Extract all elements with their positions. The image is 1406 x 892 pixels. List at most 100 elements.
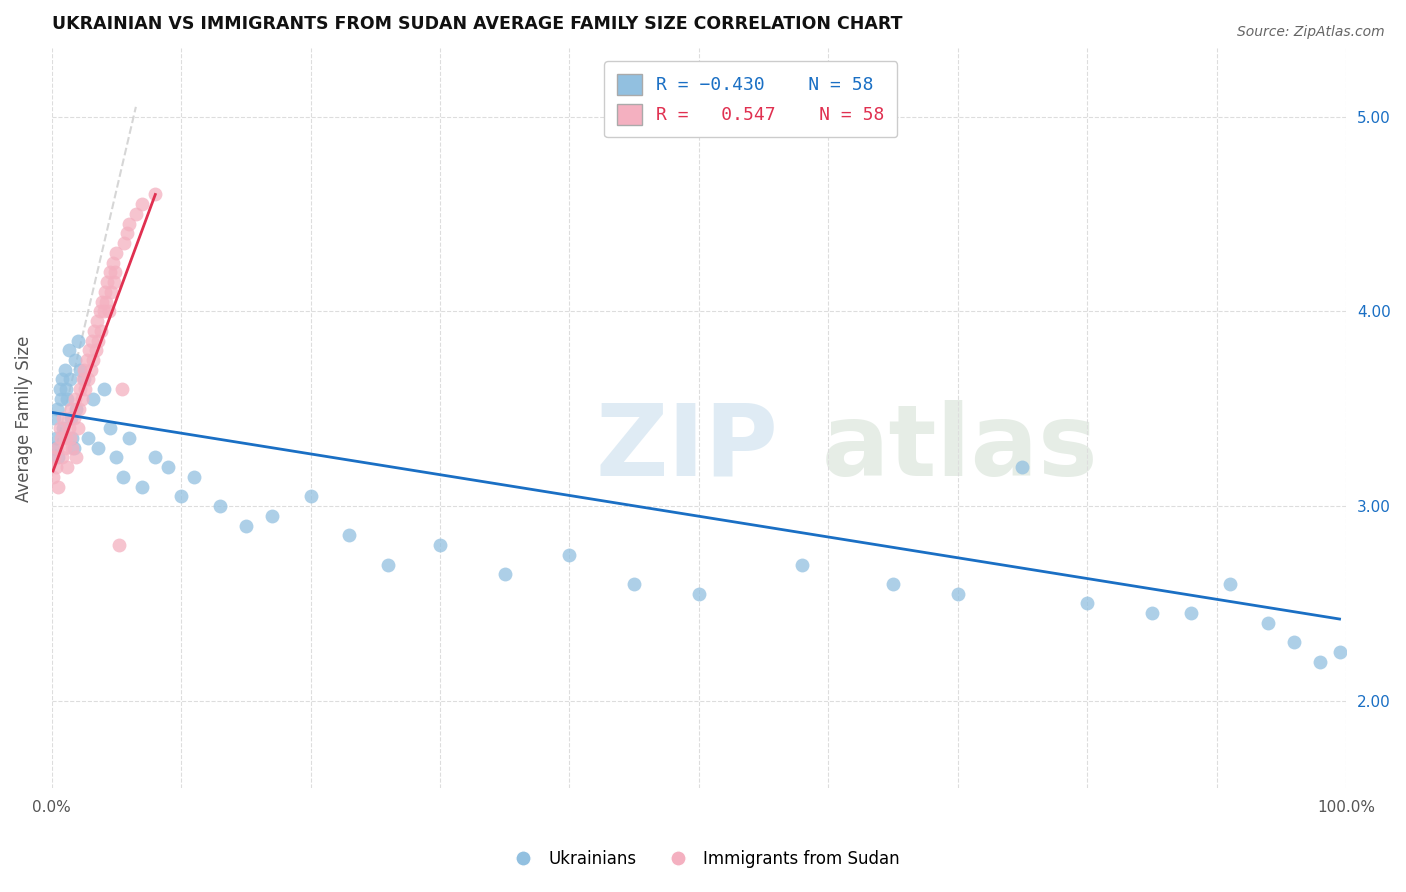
Point (882, 577, 904, 591)
Point (183, 470, 205, 484)
Point (82, 353, 104, 368)
Point (1284, 635, 1306, 649)
Point (76, 353, 98, 368)
Text: UKRAINIAN VS IMMIGRANTS FROM SUDAN AVERAGE FAMILY SIZE CORRELATION CHART: UKRAINIAN VS IMMIGRANTS FROM SUDAN AVERA… (52, 15, 903, 33)
Text: atlas: atlas (823, 400, 1098, 497)
Point (48, 382, 70, 396)
Point (42, 470, 65, 484)
Point (429, 538, 451, 552)
Point (62, 411, 84, 425)
Point (62, 441, 84, 455)
Point (65, 401, 87, 416)
Text: Source: ZipAtlas.com: Source: ZipAtlas.com (1237, 25, 1385, 39)
Point (45, 441, 67, 455)
Point (1011, 460, 1033, 475)
Point (53, 441, 76, 455)
Point (93, 304, 115, 318)
Point (558, 548, 581, 562)
Point (1309, 655, 1331, 669)
Point (94, 294, 117, 309)
Point (98, 421, 121, 435)
Point (59, 431, 82, 445)
Point (84, 343, 107, 358)
Point (112, 236, 135, 251)
Point (170, 489, 193, 503)
Point (52, 421, 75, 435)
Point (69, 382, 91, 396)
Point (49, 392, 72, 406)
Point (131, 480, 153, 494)
Point (69, 363, 91, 377)
Point (98, 265, 121, 279)
Point (73, 363, 96, 377)
Point (101, 255, 124, 269)
Point (377, 558, 399, 572)
Point (62, 431, 84, 445)
Point (53, 363, 76, 377)
Point (46, 480, 69, 494)
Point (44, 450, 66, 465)
Point (86, 314, 108, 328)
Point (87, 334, 110, 348)
Point (66, 421, 89, 435)
Point (62, 441, 84, 455)
Point (79, 363, 101, 377)
Point (94, 285, 117, 299)
Point (103, 275, 125, 289)
Point (90, 324, 112, 338)
Point (45, 401, 67, 416)
Point (51, 450, 73, 465)
Point (52, 411, 75, 425)
Point (339, 528, 361, 542)
Point (77, 431, 100, 445)
Point (42, 441, 65, 455)
Point (63, 392, 86, 406)
Point (299, 489, 322, 503)
Point (125, 207, 148, 221)
Point (1218, 577, 1240, 591)
Point (77, 372, 100, 386)
Point (58, 343, 80, 358)
Point (55, 382, 77, 396)
Point (105, 450, 128, 465)
Point (89, 304, 111, 318)
Point (45, 460, 67, 475)
Point (83, 324, 105, 338)
Point (63, 353, 86, 368)
Text: ZIP: ZIP (595, 400, 778, 497)
Point (792, 558, 814, 572)
Point (72, 372, 94, 386)
Point (143, 187, 166, 202)
Point (87, 441, 110, 455)
Point (96, 275, 118, 289)
Point (79, 343, 101, 358)
Point (97, 304, 120, 318)
Point (104, 265, 127, 279)
Point (51, 372, 73, 386)
Point (56, 460, 79, 475)
Point (91, 294, 114, 309)
Point (55, 431, 77, 445)
Point (946, 587, 969, 601)
Point (48, 421, 70, 435)
Point (65, 450, 87, 465)
Point (66, 334, 89, 348)
Point (157, 460, 180, 475)
Point (1076, 597, 1098, 611)
Point (75, 382, 97, 396)
Point (100, 285, 122, 299)
Point (46, 450, 69, 465)
Point (115, 227, 138, 241)
Legend: Ukrainians, Immigrants from Sudan: Ukrainians, Immigrants from Sudan (499, 844, 907, 875)
Point (494, 567, 516, 582)
Point (45, 431, 67, 445)
Point (58, 421, 80, 435)
Point (688, 587, 710, 601)
Point (131, 197, 153, 211)
Point (59, 372, 82, 386)
Point (80, 334, 103, 348)
Point (1180, 606, 1202, 620)
Point (60, 411, 83, 425)
Y-axis label: Average Family Size: Average Family Size (15, 335, 32, 501)
Point (108, 538, 131, 552)
